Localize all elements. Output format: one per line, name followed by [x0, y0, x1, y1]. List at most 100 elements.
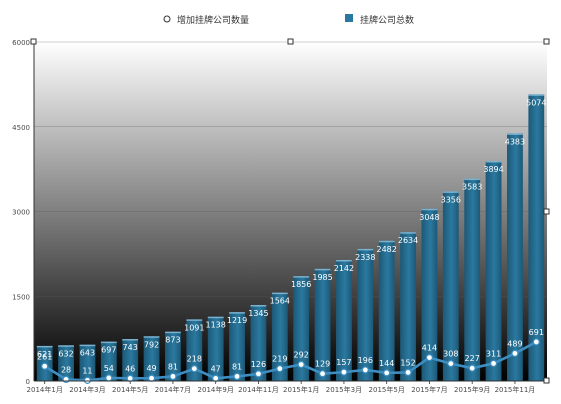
frame-handle-top-right: [543, 38, 550, 45]
bar: [186, 319, 203, 381]
bar-top-highlight: [421, 208, 438, 211]
line-point: [254, 370, 263, 378]
x-tick-label: 2014年3月: [69, 385, 105, 394]
bar-value-label: 3894: [483, 165, 503, 174]
frame-handle-bottom-right: [543, 377, 550, 384]
line-point: [511, 349, 519, 357]
line-point: [404, 368, 412, 377]
bar-value-label: 1564: [270, 297, 290, 306]
bar-value-label: 643: [80, 349, 95, 358]
bar-top-highlight: [122, 339, 139, 341]
bar-top-highlight: [442, 191, 459, 193]
line-point: [233, 372, 241, 381]
frame-handle-top-mid: [287, 38, 294, 45]
bar-value-label: 1138: [206, 321, 226, 330]
line-point: [147, 374, 156, 382]
line-value-label: 196: [358, 356, 373, 365]
line-value-label: 489: [507, 339, 522, 348]
line-value-label: 54: [104, 364, 114, 373]
bar-value-label: 873: [165, 336, 180, 345]
bar: [378, 240, 395, 381]
bar-top-highlight: [36, 345, 53, 348]
bar-value-label: 1219: [227, 316, 247, 325]
line-value-label: 218: [187, 355, 202, 364]
line-point: [489, 359, 498, 368]
bar-value-label: 1091: [184, 323, 204, 332]
bar-value-label: 1345: [248, 309, 268, 318]
bar: [336, 259, 352, 381]
line-point: [169, 372, 177, 381]
line-value-label: 28: [61, 365, 71, 374]
bar: [207, 316, 224, 381]
line-point: [212, 374, 220, 382]
bar-top-highlight: [507, 133, 523, 135]
bar-value-label: 2634: [398, 236, 418, 245]
bar-top-highlight: [400, 232, 416, 234]
x-axis: 2014年1月 2014年3月 2014年5月 2014年7月 2014年9月 2014年…: [27, 381, 536, 394]
bar-value-label: 2142: [334, 264, 354, 273]
x-tick-label: 2015年7月: [411, 385, 447, 394]
line-value-label: 219: [272, 355, 287, 364]
x-tick-label: 2014年7月: [155, 385, 191, 394]
bar-top-highlight: [207, 316, 224, 319]
bar: [485, 160, 502, 381]
bar: [79, 344, 96, 381]
line-point: [447, 359, 455, 368]
line-value-label: 414: [422, 344, 437, 353]
line-point: [425, 354, 434, 362]
line-value-label: 308: [443, 350, 458, 359]
line-point: [276, 365, 284, 373]
bar: [357, 248, 374, 381]
line-value-label: 261: [37, 352, 52, 361]
legend-marker-circle: [163, 15, 171, 23]
x-tick-label: 2015年3月: [326, 385, 362, 394]
bar-value-label: 4383: [505, 137, 525, 146]
bar-top-highlight: [293, 276, 310, 278]
bar-value-label: 792: [144, 340, 159, 349]
line-point: [383, 369, 391, 377]
y-tick-label: 6000: [12, 39, 30, 47]
bar-top-highlight: [186, 319, 203, 321]
bar: [271, 292, 288, 381]
line-value-label: 157: [336, 358, 351, 367]
bar-value-label: 621: [37, 350, 52, 359]
bar-top-highlight: [528, 94, 545, 96]
frame-handle-top-left: [30, 38, 37, 45]
x-tick-label: 2015年9月: [454, 385, 490, 394]
y-axis: 0 1500 3000 4500 6000: [12, 39, 30, 386]
line-point: [297, 360, 305, 369]
legend-label-total-listings: 挂牌公司总数: [360, 14, 414, 26]
y-tick-label: 4500: [12, 124, 30, 132]
bar-top-highlight: [336, 259, 352, 262]
bar: [229, 312, 245, 381]
x-tick-label: 2015年1月: [283, 385, 319, 394]
x-tick-label: 2015年11月: [495, 385, 536, 394]
bar: [58, 345, 74, 381]
bar: [100, 341, 117, 381]
bar-value-label: 5074: [526, 98, 546, 107]
x-tick-label: 2014年9月: [198, 385, 234, 394]
legend: 增加挂牌公司数量 挂牌公司总数: [163, 14, 414, 26]
line-value-label: 46: [125, 364, 135, 373]
bar: [165, 331, 181, 381]
bar-top-highlight: [314, 268, 331, 271]
bar: [507, 133, 523, 381]
x-tick-label: 2014年1月: [27, 385, 63, 394]
legend-item-total-listings: 挂牌公司总数: [345, 14, 414, 26]
line-value-label: 691: [529, 328, 544, 337]
x-tick-label: 2014年11月: [238, 385, 279, 394]
bar-top-highlight: [100, 341, 117, 344]
line-value-label: 311: [486, 349, 501, 358]
line-point: [361, 366, 369, 374]
line-value-label: 126: [251, 360, 266, 369]
bar-value-label: 3583: [462, 183, 482, 192]
bar-top-highlight: [464, 178, 481, 181]
x-tick-label: 2014年5月: [112, 385, 148, 394]
bar: [464, 178, 481, 381]
y-tick-label: 0: [26, 378, 30, 386]
bar-value-label: 3048: [419, 213, 439, 222]
line-point: [468, 364, 476, 372]
line-value-label: 152: [400, 358, 415, 367]
bar: [528, 94, 545, 381]
